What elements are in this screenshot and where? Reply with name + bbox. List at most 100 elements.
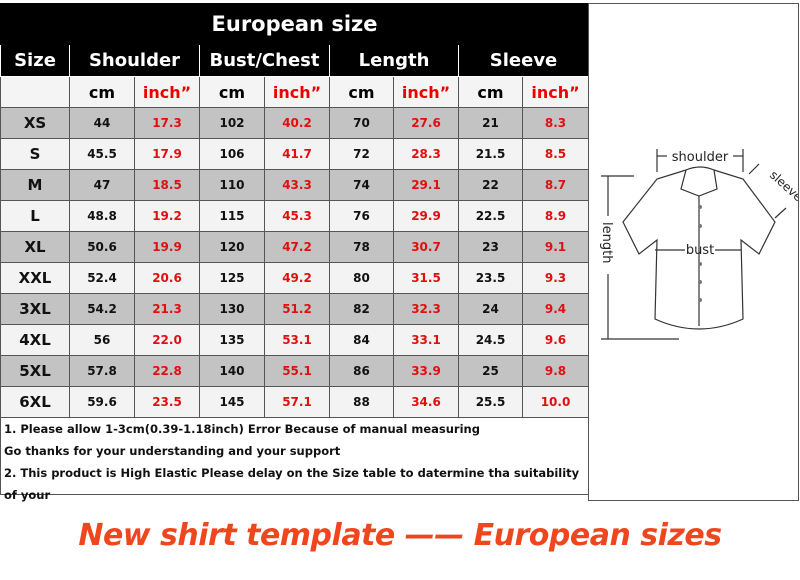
inch-cell: 29.9	[393, 200, 459, 232]
label-sleeve: sleeve	[767, 168, 798, 204]
size-cell: 4XL	[0, 324, 70, 356]
inch-cell: 9.1	[521, 231, 590, 263]
cm-cell: 52.4	[69, 262, 135, 294]
inch-cell: 49.2	[264, 262, 330, 294]
inch-cell: 43.3	[264, 169, 330, 201]
cm-cell: 72	[329, 138, 394, 170]
inch-cell: 22.8	[134, 355, 200, 387]
table-row: 3XL 54.2 21.3 130 51.2 82 32.3 24 9.4	[0, 293, 590, 325]
inch-cell: 40.2	[264, 107, 330, 139]
cm-cell: 106	[199, 138, 265, 170]
inch-cell: 20.6	[134, 262, 200, 294]
inch-cell: 10.0	[521, 386, 590, 418]
inch-cell: 8.7	[521, 169, 590, 201]
inch-cell: 19.9	[134, 231, 200, 263]
inch-cell: 51.2	[264, 293, 330, 325]
table-row: M 47 18.5 110 43.3 74 29.1 22 8.7	[0, 169, 590, 201]
cm-cell: 130	[199, 293, 265, 325]
size-cell: L	[0, 200, 70, 232]
cm-cell: 21.5	[458, 138, 523, 170]
bottom-caption: New shirt template —— European sizes	[78, 518, 722, 553]
cm-cell: 80	[329, 262, 394, 294]
cm-cell: 44	[69, 107, 135, 139]
cm-cell: 125	[199, 262, 265, 294]
size-cell: 3XL	[0, 293, 70, 325]
cm-cell: 78	[329, 231, 394, 263]
unit-inch: inch”	[264, 76, 330, 108]
shirt-outline-icon: shoulder bust sleeve length	[599, 149, 800, 340]
inch-cell: 30.7	[393, 231, 459, 263]
inch-cell: 23.5	[134, 386, 200, 418]
inch-cell: 33.9	[393, 355, 459, 387]
inch-cell: 17.3	[134, 107, 200, 139]
inch-cell: 9.8	[521, 355, 590, 387]
header-shoulder: Shoulder	[69, 44, 200, 77]
cm-cell: 54.2	[69, 293, 135, 325]
inch-cell: 19.2	[134, 200, 200, 232]
unit-cm: cm	[458, 76, 523, 108]
table-row: 5XL 57.8 22.8 140 55.1 86 33.9 25 9.8	[0, 355, 590, 387]
size-cell: 6XL	[0, 386, 70, 418]
unit-cm: cm	[199, 76, 265, 108]
header-size: Size	[0, 44, 70, 77]
cm-cell: 135	[199, 324, 265, 356]
inch-cell: 22.0	[134, 324, 200, 356]
inch-cell: 53.1	[264, 324, 330, 356]
label-bust: bust	[686, 243, 714, 258]
size-cell: S	[0, 138, 70, 170]
table-row: L 48.8 19.2 115 45.3 76 29.9 22.5 8.9	[0, 200, 590, 232]
table-row: XL 50.6 19.9 120 47.2 78 30.7 23 9.1	[0, 231, 590, 263]
size-cell: XL	[0, 231, 70, 263]
cm-cell: 84	[329, 324, 394, 356]
cm-cell: 24	[458, 293, 523, 325]
note-2: Go thanks for your understanding and you…	[4, 444, 341, 458]
inch-cell: 31.5	[393, 262, 459, 294]
units-blank	[0, 76, 70, 108]
cm-cell: 56	[69, 324, 135, 356]
inch-cell: 17.9	[134, 138, 200, 170]
cm-cell: 57.8	[69, 355, 135, 387]
cm-cell: 45.5	[69, 138, 135, 170]
units-row: cm inch” cm inch” cm inch” cm inch”	[0, 76, 590, 108]
unit-inch: inch”	[521, 76, 590, 108]
cm-cell: 23	[458, 231, 523, 263]
inch-cell: 34.6	[393, 386, 459, 418]
inch-cell: 57.1	[264, 386, 330, 418]
cm-cell: 25.5	[458, 386, 523, 418]
cm-cell: 25	[458, 355, 523, 387]
cm-cell: 23.5	[458, 262, 523, 294]
notes: 1. Please allow 1-3cm(0.39-1.18inch) Err…	[0, 417, 590, 502]
cm-cell: 22.5	[458, 200, 523, 232]
inch-cell: 21.3	[134, 293, 200, 325]
cm-cell: 110	[199, 169, 265, 201]
inch-cell: 9.6	[521, 324, 590, 356]
unit-inch: inch”	[134, 76, 200, 108]
note-1: 1. Please allow 1-3cm(0.39-1.18inch) Err…	[4, 422, 480, 436]
cm-cell: 47	[69, 169, 135, 201]
table-row: XXL 52.4 20.6 125 49.2 80 31.5 23.5 9.3	[0, 262, 590, 294]
inch-cell: 8.3	[521, 107, 590, 139]
shirt-diagram: shoulder bust sleeve length	[588, 3, 800, 501]
cm-cell: 21	[458, 107, 523, 139]
inch-cell: 47.2	[264, 231, 330, 263]
cm-cell: 86	[329, 355, 394, 387]
size-cell: M	[0, 169, 70, 201]
unit-inch: inch”	[393, 76, 459, 108]
table-row: 4XL 56 22.0 135 53.1 84 33.1 24.5 9.6	[0, 324, 590, 356]
note-3: 2. This product is High Elastic Please d…	[4, 466, 580, 502]
cm-cell: 24.5	[458, 324, 523, 356]
cm-cell: 120	[199, 231, 265, 263]
table-row: 6XL 59.6 23.5 145 57.1 88 34.6 25.5 10.0	[0, 386, 590, 418]
size-cell: XXL	[0, 262, 70, 294]
unit-cm: cm	[69, 76, 135, 108]
cm-cell: 82	[329, 293, 394, 325]
inch-cell: 18.5	[134, 169, 200, 201]
inch-cell: 32.3	[393, 293, 459, 325]
cm-cell: 74	[329, 169, 394, 201]
size-chart-table: European size Size Shoulder Bust/Chest L…	[0, 3, 590, 502]
label-length: length	[599, 222, 614, 263]
size-cell: XS	[0, 107, 70, 139]
inch-cell: 41.7	[264, 138, 330, 170]
label-shoulder: shoulder	[672, 150, 729, 165]
chart-title: European size	[0, 3, 590, 45]
